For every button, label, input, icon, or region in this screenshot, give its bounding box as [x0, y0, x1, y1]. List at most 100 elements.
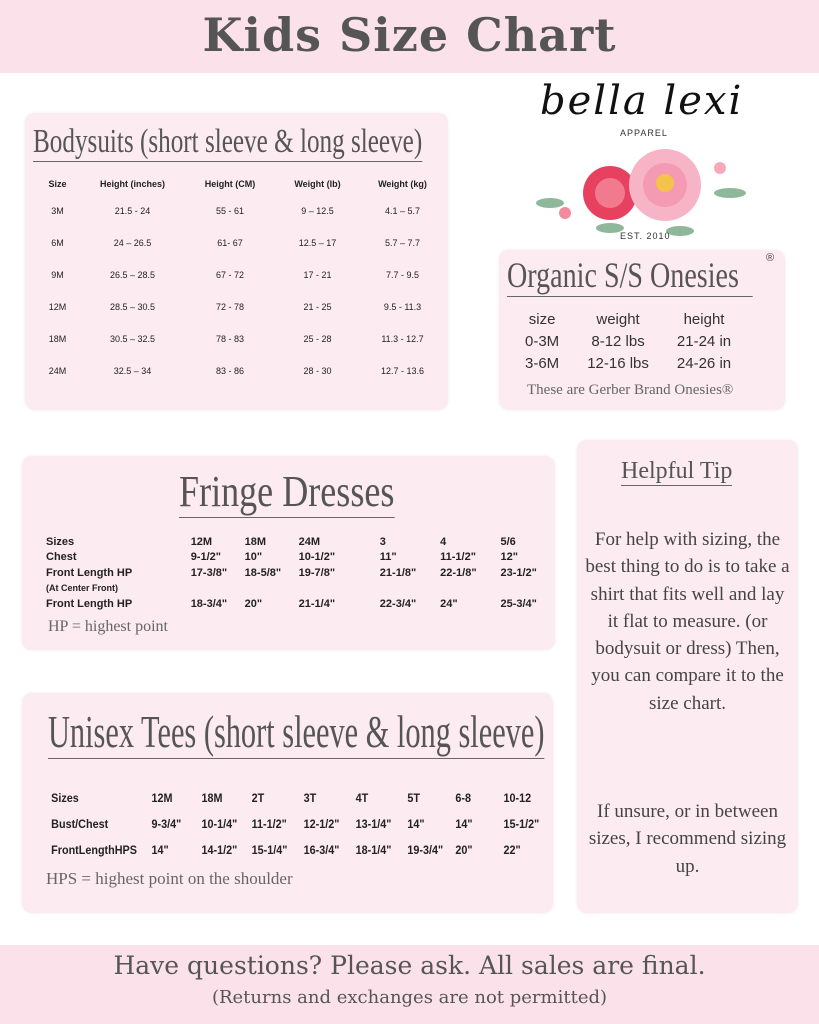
- page-title: Kids Size Chart: [202, 8, 617, 62]
- organic-note: These are Gerber Brand Onesies®: [527, 382, 734, 398]
- table-row: 3M 21.5 - 24 55 - 61 9 – 12.5 4.1 – 5.7: [35, 195, 445, 227]
- cell: [295, 581, 376, 597]
- cell: 25 - 28: [303, 334, 332, 344]
- cell: 17 - 21: [303, 270, 332, 280]
- cell: 15-1/2": [503, 817, 540, 831]
- cell: 5T: [407, 791, 421, 805]
- bodysuits-table: Size Height (inches) Height (CM) Weight (lb…: [35, 173, 445, 387]
- cell: 21-24 in: [676, 332, 732, 350]
- fringe-title: Fringe Dresses: [179, 467, 395, 518]
- logo-name: bella lexi: [540, 78, 744, 124]
- registered-mark: ®: [766, 252, 775, 264]
- tip-body: For help with sizing, the best thing to …: [585, 529, 790, 714]
- cell: 19-7/8": [298, 566, 336, 579]
- table-row: Front Length HP 17-3/8" 18-5/8" 19-7/8" 21-1…: [42, 565, 555, 581]
- cell: 13-1/4": [355, 817, 392, 831]
- table-row: FrontLengthHPS 14" 14-1/2" 15-1/4" 16-3/4" 18…: [46, 837, 551, 863]
- header-band: Kids Size Chart: [0, 0, 819, 73]
- cell: 22-3/4": [379, 597, 417, 610]
- cell: 12M: [151, 791, 173, 805]
- cell: 16-3/4": [303, 843, 340, 857]
- cell: Chest: [46, 551, 77, 564]
- footer-line-1: Have questions? Please ask. All sales ar…: [113, 951, 706, 980]
- cell: 3: [379, 535, 386, 548]
- cell: 9M: [51, 270, 64, 280]
- cell: 6-8: [455, 791, 472, 805]
- table-row: 12M 28.5 – 30.5 72 - 78 21 - 25 9.5 - 11.3: [35, 291, 445, 323]
- cell: 12": [500, 551, 518, 564]
- fringe-note: HP = highest point: [48, 618, 168, 635]
- cell: 10-12: [503, 791, 532, 805]
- table-row: 0-3M 8-12 lbs 21-24 in: [511, 330, 745, 352]
- col-header: Size: [48, 179, 67, 189]
- cell: Front Length HP: [46, 566, 133, 579]
- cell: 4T: [355, 791, 369, 805]
- cell: Bust/Chest: [51, 817, 109, 831]
- bodysuits-title: Bodysuits (short sleeve & long sleeve): [33, 123, 423, 162]
- col-header: height: [683, 310, 725, 328]
- cell: 3M: [51, 206, 64, 216]
- cell: 26.5 – 28.5: [109, 270, 156, 280]
- bodysuits-card: Bodysuits (short sleeve & long sleeve) S…: [25, 113, 448, 410]
- table-row: Bust/Chest 9-3/4" 10-1/4" 11-1/2" 12-1/2" 13-…: [46, 811, 551, 837]
- cell: 18M: [244, 535, 267, 548]
- cell: 5.7 – 7.7: [384, 238, 421, 248]
- footer-band: Have questions? Please ask. All sales ar…: [0, 945, 819, 1024]
- cell: [376, 581, 436, 597]
- cell: 18M: [201, 791, 223, 805]
- cell: 18-3/4": [190, 597, 228, 610]
- cell: 20": [244, 597, 263, 610]
- logo-est: EST. 2010: [620, 231, 671, 241]
- table-row: 24M 32.5 – 34 83 - 86 28 - 30 12.7 - 13.6: [35, 355, 445, 387]
- cell: 22": [503, 843, 521, 857]
- cell: 25-3/4": [500, 597, 537, 610]
- cell: 21-1/4": [298, 597, 336, 610]
- cell: 7.7 - 9.5: [385, 270, 420, 280]
- cell: 4.1 – 5.7: [384, 206, 421, 216]
- tip-card: Helpful Tip For help with sizing, the be…: [577, 440, 798, 913]
- cell: 11-1/2": [440, 551, 476, 564]
- col-header: weight: [596, 310, 640, 328]
- table-header: Size Height (inches) Height (CM) Weight (lb…: [35, 173, 445, 195]
- table-row: Front Length HP 18-3/4" 20" 21-1/4" 22-3/4" 2…: [42, 596, 555, 612]
- cell: 12M: [48, 302, 67, 312]
- cell: 24M: [298, 535, 321, 548]
- fringe-card: Fringe Dresses Sizes 12M 18M 24M 3 4 5/6 Chest 9…: [22, 456, 555, 650]
- cell: 17-3/8": [190, 566, 228, 579]
- cell: 12.7 - 13.6: [380, 366, 425, 376]
- cell: 2T: [251, 791, 265, 805]
- cell: 23-1/2": [500, 566, 537, 579]
- cell: 55 - 61: [215, 206, 245, 216]
- col-header: size: [528, 310, 556, 328]
- cell: Sizes: [51, 791, 79, 805]
- table-row: 9M 26.5 – 28.5 67 - 72 17 - 21 7.7 - 9.5: [35, 259, 445, 291]
- cell: 14": [455, 817, 473, 831]
- tees-title: Unisex Tees (short sleeve & long sleeve): [48, 706, 545, 759]
- cell: [496, 581, 555, 597]
- cell: 30.5 – 32.5: [109, 334, 156, 344]
- cell: 15-1/4": [251, 843, 288, 857]
- tip-title: Helpful Tip: [621, 458, 733, 486]
- cell: 18-1/4": [355, 843, 392, 857]
- cell: 32.5 – 34: [113, 366, 152, 376]
- cell: 9-3/4": [151, 817, 182, 831]
- cell: 3-6M: [525, 354, 560, 372]
- cell: 28.5 – 30.5: [109, 302, 156, 312]
- cell: 61- 67: [217, 238, 243, 248]
- tees-table: Sizes 12M 18M 2T 3T 4T 5T 6-8 10-12 Bust/Chest 9-3…: [46, 785, 551, 863]
- table-row: Sizes 12M 18M 2T 3T 4T 5T 6-8 10-12: [46, 785, 551, 811]
- cell: 24": [440, 597, 458, 610]
- cell: 11-1/2": [251, 817, 288, 831]
- cell: 4: [440, 535, 447, 548]
- cell: 28 - 30: [303, 366, 332, 376]
- cell: 6M: [51, 238, 64, 248]
- footer-line-2: (Returns and exchanges are not permitted…: [211, 987, 608, 1008]
- cell: 12.5 – 17: [298, 238, 337, 248]
- cell: [436, 581, 496, 597]
- col-header: Weight (kg): [378, 179, 427, 189]
- organic-table: size weight height 0-3M 8-12 lbs 21-24 in 3-…: [511, 308, 745, 374]
- cell: 22-1/8": [440, 566, 477, 579]
- table-row: 6M 24 – 26.5 61- 67 12.5 – 17 5.7 – 7.7: [35, 227, 445, 259]
- cell: 11.3 - 12.7: [381, 334, 424, 344]
- cell: 5/6: [500, 535, 516, 548]
